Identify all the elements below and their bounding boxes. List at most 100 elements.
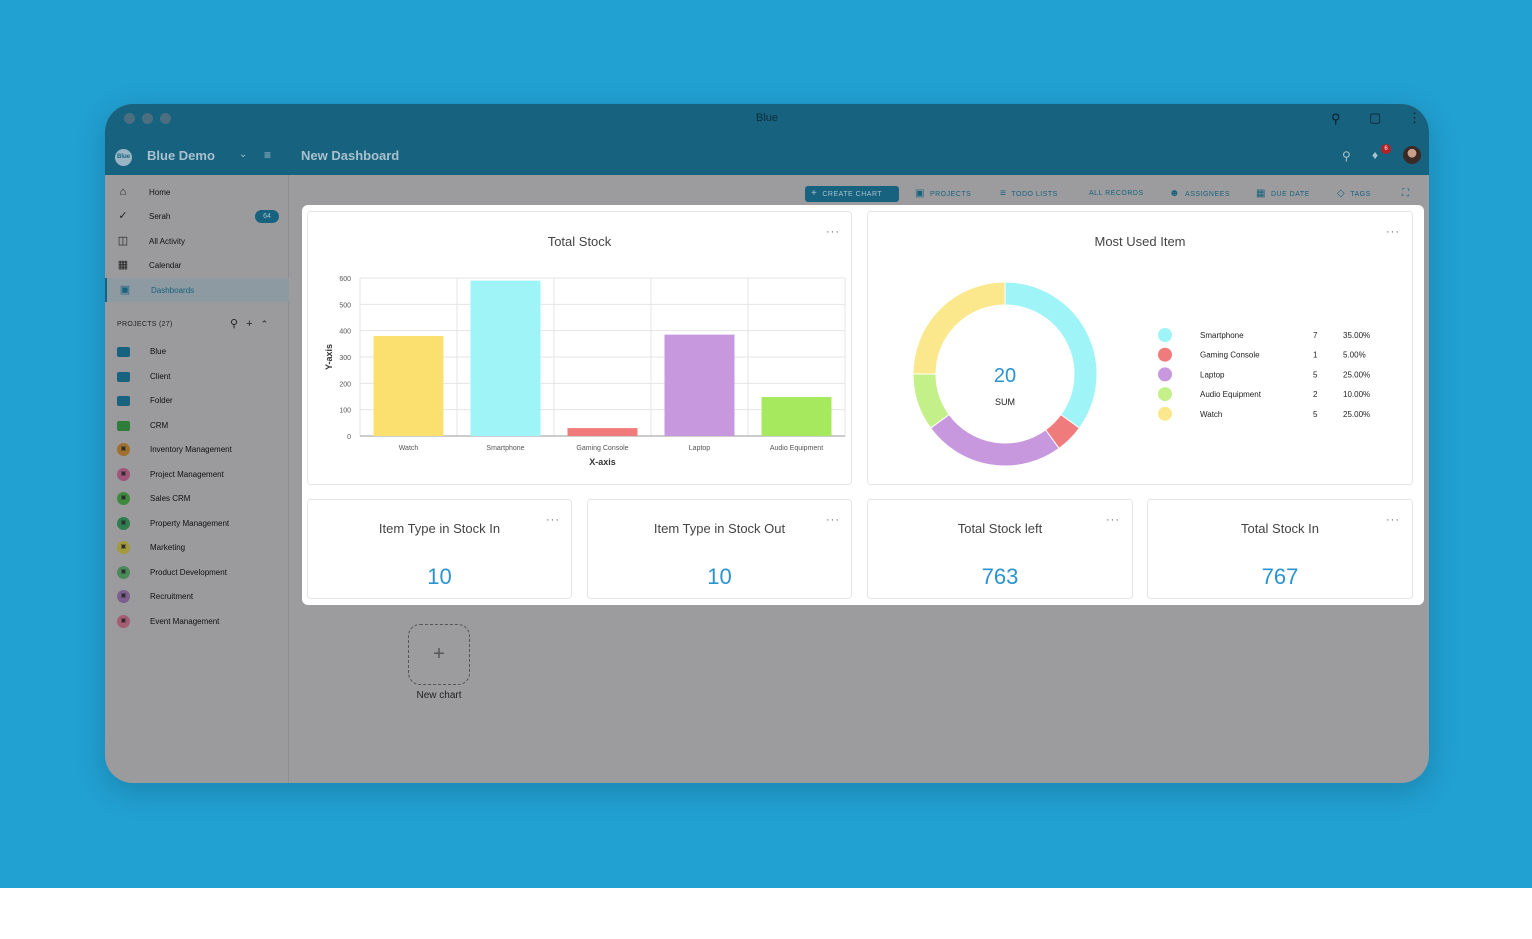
legend-count: 7 — [1313, 331, 1318, 340]
kebab-menu-icon[interactable]: ⋮ — [1408, 110, 1421, 125]
donut-total-label: SUM — [995, 397, 1015, 407]
sidebar-item-all-activity[interactable]: ◫ All Activity — [117, 235, 186, 247]
legend-percent: 35.00% — [1343, 331, 1370, 340]
more-options-icon[interactable]: ··· — [1386, 514, 1400, 526]
project-label: Inventory Management — [150, 445, 232, 454]
project-icon: ▣ — [117, 516, 130, 530]
more-options-icon[interactable]: ··· — [546, 514, 560, 526]
legend-percent: 25.00% — [1343, 410, 1370, 419]
collapse-sidebar-icon[interactable]: ≡ — [264, 148, 272, 162]
project-item[interactable]: CRM — [105, 414, 289, 438]
legend-label: Audio Equipment — [1200, 390, 1262, 399]
project-label: Recruitment — [150, 592, 194, 601]
folder-icon — [117, 420, 130, 431]
card-title: Total Stock — [547, 234, 612, 249]
todo-lists-filter-button[interactable]: ≡ TODO LISTS — [1000, 188, 1058, 199]
create-chart-button[interactable]: + CREATE CHART — [805, 186, 899, 202]
metric-value: 10 — [707, 564, 732, 589]
assignees-filter-button[interactable]: ☻ ASSIGNEES — [1169, 188, 1230, 199]
sidebar-item-dashboards[interactable]: ▣ Dashboards — [105, 278, 289, 302]
zoom-icon[interactable]: ⚲ — [1331, 111, 1341, 126]
y-tick-label: 100 — [339, 408, 351, 415]
legend-swatch — [1158, 328, 1172, 342]
chevron-down-icon[interactable]: ⌄ — [239, 149, 248, 160]
due-date-filter-button[interactable]: ▦ DUE DATE — [1256, 188, 1310, 199]
dashboard-panel: Total Stock ··· 0 100 200 300 400 500 600 Watch… — [302, 205, 1424, 605]
project-item[interactable]: ▣ Sales CRM — [105, 487, 289, 511]
fullscreen-icon[interactable]: ⛶ — [1402, 188, 1410, 199]
project-label: Product Development — [150, 567, 227, 577]
project-label: Marketing — [150, 543, 186, 552]
legend-swatch — [1158, 387, 1172, 402]
y-tick-label: 500 — [339, 302, 351, 309]
logo[interactable]: Blue — [115, 149, 132, 166]
avatar[interactable] — [1403, 146, 1421, 164]
minimize-window-button[interactable] — [142, 113, 153, 124]
project-label: Sales CRM — [150, 494, 191, 503]
more-options-icon[interactable]: ··· — [826, 226, 840, 238]
maximize-window-button[interactable] — [160, 113, 171, 124]
project-item[interactable]: ▣ Project Management — [105, 463, 289, 487]
project-item[interactable]: Blue — [105, 340, 289, 364]
all-records-filter-button[interactable]: ALL RECORDS — [1089, 190, 1144, 197]
sidebar-item-calendar[interactable]: ▦ Calendar — [117, 259, 182, 271]
legend-count: 2 — [1313, 390, 1318, 399]
home-icon: ⌂ — [119, 186, 127, 198]
sidebar-item-serah[interactable]: ✓ Serah 64 — [105, 204, 289, 228]
project-item[interactable]: ▣ Product Development — [105, 561, 289, 585]
search-icon[interactable]: ⚲ — [230, 318, 239, 330]
legend-percent: 10.00% — [1343, 390, 1370, 399]
more-options-icon[interactable]: ··· — [826, 514, 840, 526]
donut-total: 20 — [993, 365, 1017, 387]
y-tick-label: 0 — [347, 434, 351, 441]
background-strip — [1163, 884, 1532, 888]
workspace-name[interactable]: Blue Demo — [147, 148, 215, 163]
legend-swatch — [1158, 406, 1172, 421]
bell-icon[interactable]: ♦ — [1372, 148, 1379, 162]
x-tick-label: Gaming Console — [576, 445, 628, 452]
x-tick-label: Audio Equipment — [770, 445, 823, 452]
y-axis-label: Y-axis — [324, 344, 334, 370]
chevron-up-icon[interactable]: ⌃ — [260, 319, 269, 329]
card-title: Total Stock In — [1240, 521, 1320, 536]
legend-count: 1 — [1313, 351, 1318, 360]
bar — [761, 397, 832, 436]
search-icon[interactable]: ⚲ — [1342, 149, 1351, 163]
tags-filter-button[interactable]: ◇ TAGS — [1337, 188, 1371, 199]
plus-icon[interactable]: + — [246, 318, 253, 330]
extensions-icon[interactable]: ▢ — [1369, 110, 1382, 125]
projects-filter-button[interactable]: ▣ PROJECTS — [915, 188, 972, 199]
more-options-icon[interactable]: ··· — [1386, 226, 1400, 238]
card-title: Total Stock left — [957, 521, 1043, 536]
check-circle-icon: ✓ — [118, 210, 128, 222]
sidebar-item-home[interactable]: ⌂ Home — [105, 180, 289, 204]
calendar-icon: ▦ — [1256, 188, 1266, 199]
folder-icon — [117, 347, 130, 357]
window-title: Blue — [755, 112, 779, 124]
total-stock-card: Total Stock ··· 0 100 200 300 400 500 600 Watch… — [307, 211, 852, 485]
project-label: CRM — [150, 420, 169, 430]
project-icon: ▣ — [117, 443, 130, 456]
project-item[interactable]: ▣ Recruitment — [105, 585, 289, 609]
card-title: Item Type in Stock Out — [653, 521, 786, 536]
notification-badge: 6 — [1381, 144, 1391, 154]
project-item[interactable]: Folder — [105, 389, 289, 413]
project-item[interactable]: ▣ Marketing — [105, 536, 289, 560]
project-item[interactable]: Client — [105, 365, 289, 389]
bar-chart: 0 100 200 300 400 500 600 Watch Smartphone Gaming… — [324, 276, 846, 467]
legend-count: 5 — [1313, 370, 1318, 379]
stock-in-card: Total Stock In ··· 767 — [1147, 499, 1413, 599]
project-item[interactable]: ▣ Event Management — [105, 610, 289, 634]
more-options-icon[interactable]: ··· — [1106, 514, 1120, 526]
new-chart-button[interactable]: + — [408, 624, 470, 685]
list-icon: ≡ — [1000, 188, 1007, 199]
briefcase-icon: ▣ — [915, 188, 925, 199]
users-icon: ☻ — [1169, 188, 1181, 199]
project-icon: ▣ — [117, 541, 130, 554]
project-item[interactable]: ▣ Property Management — [105, 512, 289, 536]
project-label: Folder — [150, 396, 173, 405]
close-window-button[interactable] — [124, 113, 135, 124]
x-axis-label: X-axis — [589, 457, 616, 467]
dashboard-icon: ▣ — [119, 284, 131, 296]
project-item[interactable]: ▣ Inventory Management — [105, 438, 289, 462]
